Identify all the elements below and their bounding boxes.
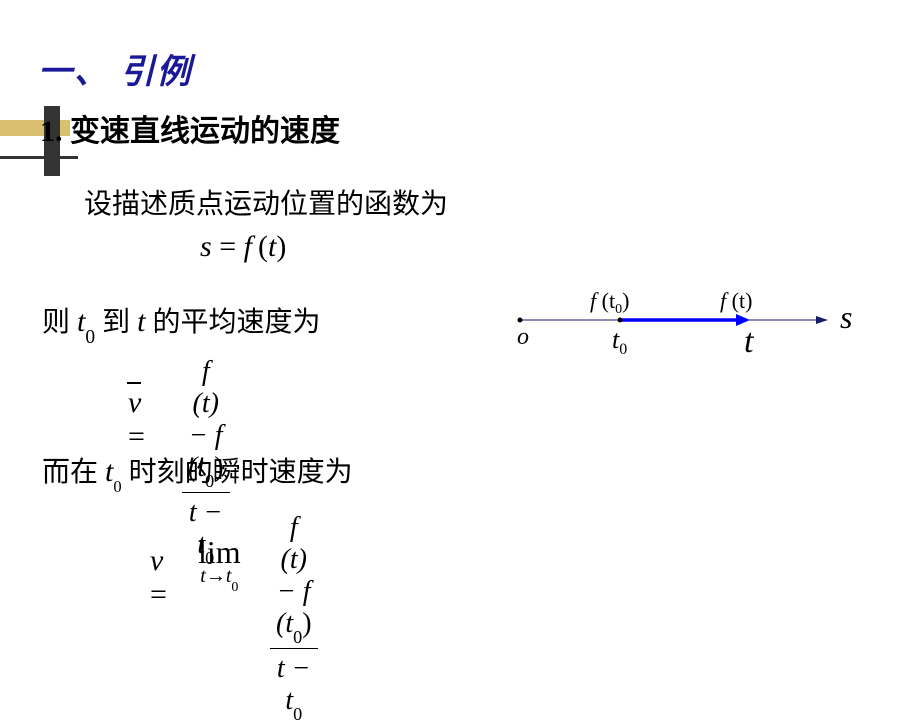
section-heading: 一、 引例 [38,44,193,93]
svg-text:t: t [744,323,755,360]
svg-text:o: o [517,324,529,350]
equation-s-ft: s = f (t) [200,230,286,264]
motion-diagram: o s f (t0) f (t) t0 t [510,290,870,380]
intro-line-3: 而在 t0 时刻的瞬时速度为 [42,450,353,493]
svg-text:s: s [840,299,852,335]
eq1-f: f [244,230,252,263]
eq1-lhs: s [200,230,212,263]
line2-b: 到 [95,307,137,338]
intro-line-1: 设描述质点运动位置的函数为 [84,182,448,222]
eq3-limit: lim t→t0 [198,534,241,592]
svg-text:f (t): f (t) [720,290,752,313]
eq3-v-equals: v = [150,544,167,612]
eq3-fraction: f (t) − f (t0) t − t0 [270,510,318,723]
ornament-hthin [0,156,78,159]
intro-line-2: 则 t0 到 t 的平均速度为 [42,300,320,344]
eq3-denominator: t − t0 [270,651,318,723]
line3-t0: t0 [105,455,122,488]
svg-text:t0: t0 [612,325,627,358]
eq3-lim-sub: t→t0 [198,565,241,592]
line3-a: 而在 [42,457,105,488]
line2-t0: t0 [77,305,95,338]
subsection-1: 1. 变速直线运动的速度 [40,106,340,150]
subsection-1-number: 1. [40,115,63,148]
v-overbar [127,382,141,384]
line3-b: 时刻的瞬时速度为 [122,457,353,488]
vbar-equals: v = [128,386,145,454]
subsection-1-text: 变速直线运动的速度 [63,115,341,148]
eq1-equals: = [212,230,244,263]
svg-text:f (t0): f (t0) [590,290,629,317]
eq3-frac-bar [270,648,318,650]
eq3-numerator: f (t) − f (t0) [270,510,318,646]
line2-a: 则 [42,307,77,338]
line2-c: 的平均速度为 [145,307,320,338]
